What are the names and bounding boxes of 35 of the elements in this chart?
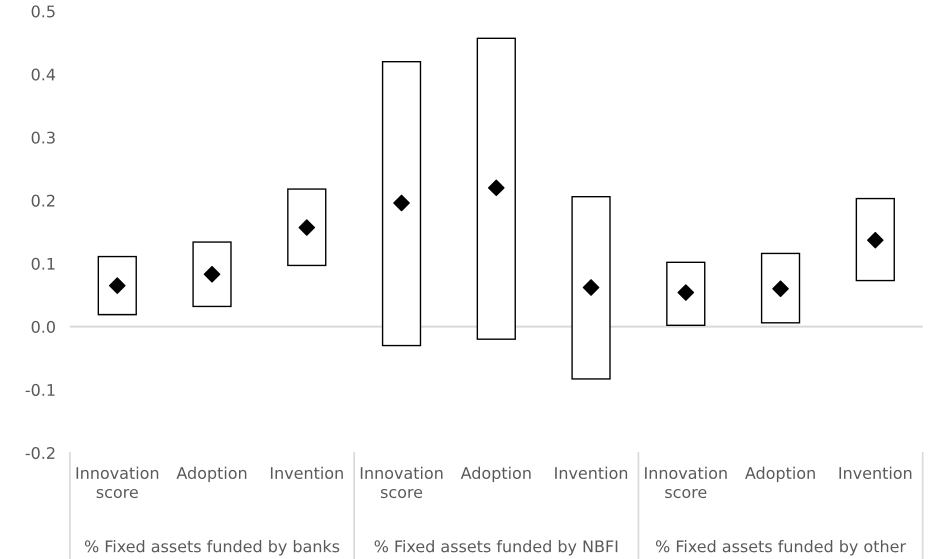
- bar: [666, 262, 706, 326]
- y-tick-label: 0.3: [32, 132, 55, 144]
- y-tick-label: 0.1: [32, 258, 55, 270]
- x-tick-label: Adoption: [176, 466, 246, 482]
- y-tick-label: 0.2: [32, 194, 54, 207]
- text: % Fixed assets funded by NBFI: [374, 540, 618, 556]
- y-tick-label: 0.4: [32, 68, 56, 81]
- y-tick-label: 0.5: [32, 5, 55, 18]
- y-tick-label: -0.2: [26, 447, 54, 460]
- point: [582, 279, 600, 296]
- text: % Fixed assets funded by other: [656, 540, 906, 556]
- bar: [287, 188, 326, 266]
- bar: [98, 256, 137, 316]
- point: [393, 194, 410, 212]
- point: [488, 180, 505, 196]
- x-tick-label: Invention: [555, 466, 628, 480]
- x-tick-label: Innovation score: [76, 466, 158, 498]
- x-tick-label: Adoption: [460, 466, 531, 482]
- point: [867, 232, 884, 248]
- y-tick-label: -0.1: [26, 384, 55, 396]
- text: % Fixed assets funded by banks: [84, 540, 340, 556]
- bar: [382, 60, 422, 346]
- x-tick-label: Invention: [839, 466, 912, 480]
- x-tick-label: Innovation score: [645, 466, 727, 498]
- x-tick-label: Innovation score: [360, 466, 442, 498]
- bar: [856, 198, 895, 282]
- x-tick-label: Invention: [270, 466, 343, 480]
- bar: [192, 241, 232, 308]
- bar: [571, 196, 611, 380]
- x-tick-label: Adoption: [745, 466, 815, 482]
- bar: [476, 38, 516, 340]
- bar: [760, 252, 800, 324]
- point: [772, 280, 789, 298]
- point: [298, 219, 316, 236]
- y-tick-label: 0.0: [32, 320, 55, 333]
